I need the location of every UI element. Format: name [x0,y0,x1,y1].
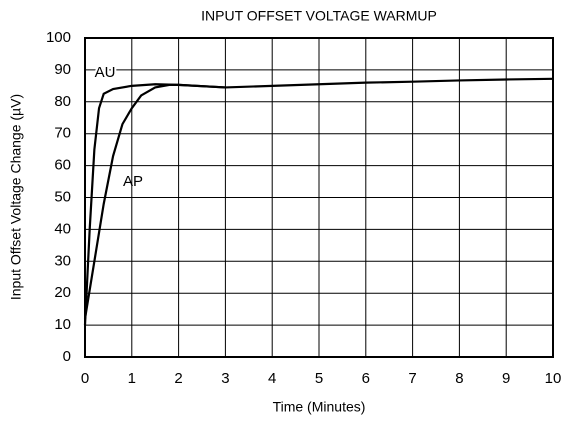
y-tick-label: 100 [46,29,71,46]
series-label: AP [123,173,143,190]
plot-frame [84,37,554,358]
series-label: AU [95,64,116,81]
x-tick-label: 5 [315,370,323,387]
line-series [83,83,226,319]
x-tick-label: 8 [455,370,463,387]
x-axis-label: Time (Minutes) [273,399,366,415]
y-tick-label: 20 [54,284,71,301]
y-tick-label: 80 [54,93,71,110]
x-tick-label: 2 [174,370,182,387]
y-tick-label: 30 [54,252,71,269]
chart-title: INPUT OFFSET VOLTAGE WARMUP [201,8,437,24]
y-tick-label: 40 [54,220,71,237]
y-axis-label: Input Offset Voltage Change (µV) [8,94,24,300]
y-tick-label: 50 [54,188,71,205]
x-tick-label: 0 [81,370,89,387]
y-tick-label: 60 [54,157,71,174]
x-tick-label: 9 [502,370,510,387]
x-tick-label: 3 [221,370,229,387]
x-tick-label: 7 [408,370,416,387]
y-tick-label: 10 [54,316,71,333]
y-tick-label: 90 [54,61,71,78]
y-tick-label: 0 [63,348,71,365]
x-tick-label: 6 [362,370,370,387]
x-tick-label: 4 [268,370,276,387]
x-tick-label: 10 [545,370,562,387]
y-tick-label: 70 [54,125,71,142]
x-tick-label: 1 [128,370,136,387]
